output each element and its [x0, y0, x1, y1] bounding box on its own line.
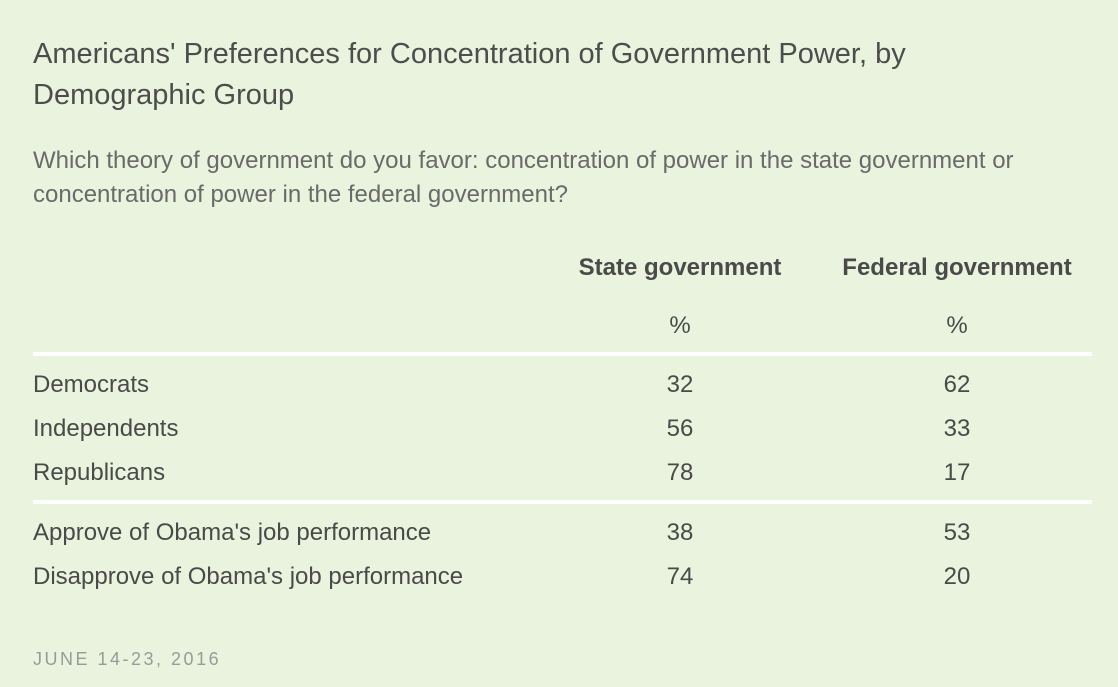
table-row: Independents 56 33	[33, 409, 1092, 453]
federal-value: 33	[943, 415, 971, 442]
federal-value: 20	[943, 563, 971, 590]
table-row: Approve of Obama's job performance 38 53	[33, 513, 1092, 557]
federal-value: 53	[943, 519, 971, 546]
table-row: Disapprove of Obama's job performance 74…	[33, 557, 1092, 601]
federal-value: 17	[943, 459, 971, 486]
column-header-state: State government	[578, 254, 782, 281]
header-divider	[33, 352, 1092, 356]
unit-label-state: %	[669, 312, 691, 339]
row-label: Approve of Obama's job performance	[33, 519, 432, 546]
state-value: 74	[666, 563, 694, 590]
chart-subtitle: Which theory of government do you favor:…	[33, 147, 1014, 208]
row-label: Democrats	[33, 371, 150, 398]
federal-value: 62	[943, 371, 971, 398]
state-value: 32	[666, 371, 694, 398]
state-value: 78	[666, 459, 694, 486]
survey-date: JUNE 14-23, 2016	[33, 649, 222, 669]
state-value: 38	[666, 519, 694, 546]
chart-title: Americans' Preferences for Concentration…	[33, 38, 906, 111]
table-row: Republicans 78 17	[33, 453, 1092, 497]
row-label: Independents	[33, 415, 179, 442]
state-value: 56	[666, 415, 694, 442]
row-label: Republicans	[33, 459, 166, 486]
group-divider	[33, 500, 1092, 504]
row-label: Disapprove of Obama's job performance	[33, 563, 464, 590]
table-row: Democrats 32 62	[33, 365, 1092, 409]
column-header-federal: Federal government	[842, 254, 1072, 281]
unit-label-federal: %	[946, 312, 968, 339]
